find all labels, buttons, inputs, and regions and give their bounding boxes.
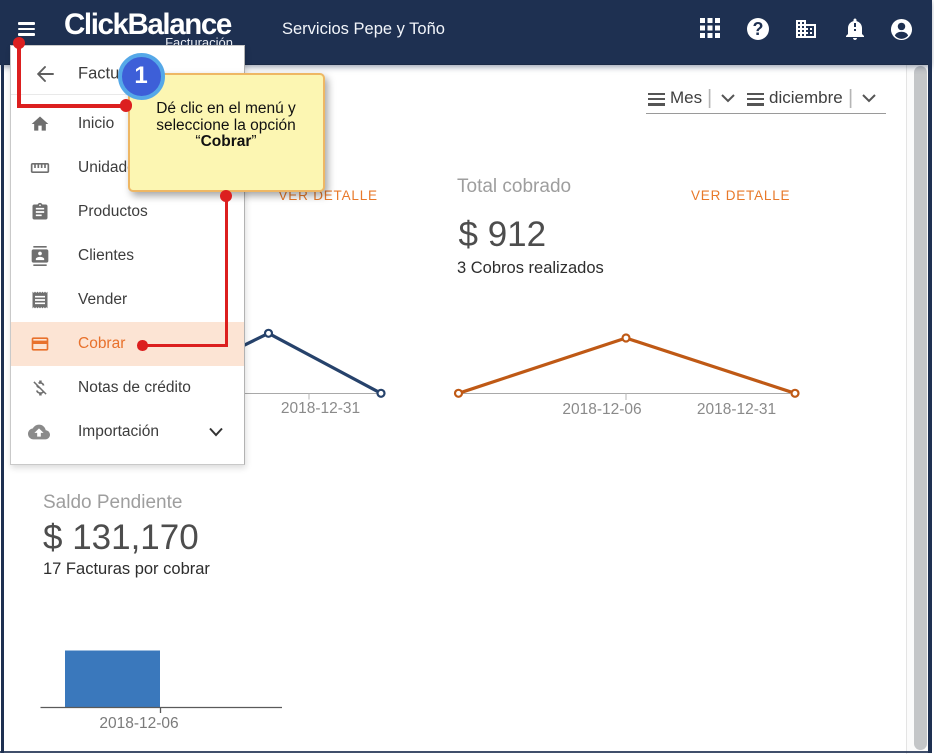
svg-text:2018-12-06: 2018-12-06 [99,715,178,732]
svg-text:2018-12-31: 2018-12-31 [281,400,360,417]
svg-text:2018-12-06: 2018-12-06 [562,401,641,418]
svg-text:2018-12-31: 2018-12-31 [697,401,776,418]
svg-text:?: ? [753,19,764,39]
